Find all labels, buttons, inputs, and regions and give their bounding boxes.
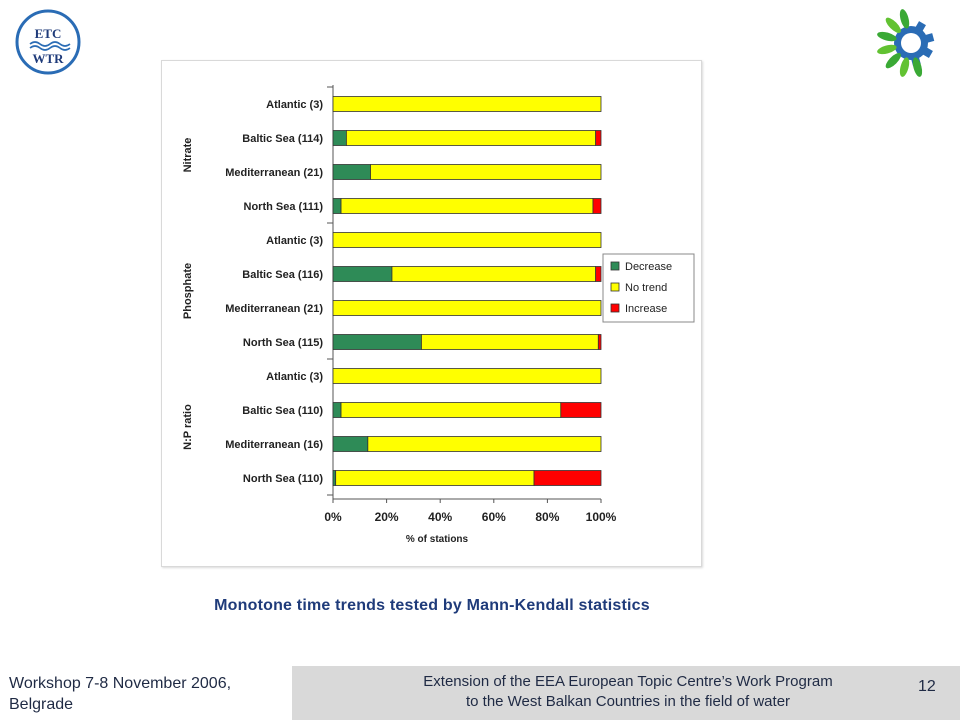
x-tick-label: 100% (586, 510, 617, 524)
group-label: Nitrate (182, 138, 194, 173)
bar-decrease (332, 266, 393, 282)
category-label: Atlantic (3) (266, 235, 323, 247)
category-label: Baltic Sea (110) (242, 405, 323, 417)
bar-no-trend (367, 436, 602, 452)
etc-wtr-logo: ETC WTR (15, 9, 81, 75)
bar-no-trend (340, 402, 562, 418)
bar-decrease (332, 470, 337, 486)
legend-swatch-decrease (610, 261, 620, 271)
category-label: Atlantic (3) (266, 99, 323, 111)
bar-no-trend (332, 368, 602, 384)
legend-swatch-no-trend (610, 282, 620, 292)
bar-increase (597, 334, 602, 350)
bar-no-trend (370, 164, 602, 180)
logo-text-bottom: WTR (32, 51, 64, 66)
bar-no-trend (421, 334, 599, 350)
category-label: Atlantic (3) (266, 371, 323, 383)
footer-left-panel (0, 666, 292, 720)
slide-caption: Monotone time trends tested by Mann-Kend… (214, 597, 650, 614)
category-label: North Sea (110) (243, 473, 323, 485)
bar-decrease (332, 164, 371, 180)
bar-increase (592, 198, 602, 214)
footer: Workshop 7-8 November 2006, Belgrade Ext… (0, 666, 960, 720)
bar-no-trend (335, 470, 535, 486)
x-tick-label: 60% (482, 510, 506, 524)
chart-panel: Atlantic (3) Baltic Sea (114) Mediterranea… (161, 60, 702, 567)
x-tick-label: 80% (535, 510, 559, 524)
category-label: North Sea (111) (244, 201, 324, 213)
bar-no-trend (340, 198, 594, 214)
footer-center-line1: Extension of the EEA European Topic Cent… (423, 673, 833, 690)
footer-workshop-info: Workshop 7-8 November 2006, Belgrade (9, 673, 289, 715)
page-number: 12 (918, 678, 936, 695)
category-label: North Sea (115) (243, 337, 323, 349)
logo-text-top: ETC (35, 26, 62, 41)
bar-increase (533, 470, 602, 486)
category-label: Mediterranean (21) (225, 303, 323, 315)
footer-center-line2: to the West Balkan Countries in the fiel… (465, 693, 791, 710)
x-axis-title: % of stations (406, 534, 469, 545)
group-label: N:P ratio (182, 404, 194, 450)
bar-no-trend (345, 130, 597, 146)
bar-decrease (332, 402, 342, 418)
bar-decrease (332, 334, 422, 350)
bar-decrease (332, 436, 369, 452)
stacked-bar-chart: Atlantic (3) Baltic Sea (114) Mediterranea… (182, 85, 695, 545)
bar-decrease (332, 130, 347, 146)
footer-left-line1: Workshop 7-8 November 2006, (9, 675, 232, 692)
legend-label: Decrease (625, 261, 672, 273)
bar-no-trend (332, 96, 602, 112)
legend-swatch-increase (610, 303, 620, 313)
bar-no-trend (332, 300, 602, 316)
bar-increase (595, 266, 602, 282)
bar-decrease (332, 198, 342, 214)
bar-increase (595, 130, 602, 146)
category-label: Baltic Sea (116) (242, 269, 323, 281)
bar-no-trend (332, 232, 602, 248)
legend-label: No trend (625, 282, 667, 294)
x-tick-label: 20% (375, 510, 399, 524)
bar-increase (560, 402, 602, 418)
category-label: Baltic Sea (114) (242, 133, 323, 145)
bar-no-trend (391, 266, 597, 282)
category-label: Mediterranean (21) (225, 167, 323, 179)
group-label: Phosphate (182, 263, 194, 319)
x-tick-label: 0% (324, 510, 342, 524)
legend-label: Increase (625, 303, 667, 315)
footer-left-line2: Belgrade (9, 696, 74, 713)
x-tick-label: 40% (428, 510, 452, 524)
category-label: Mediterranean (16) (225, 439, 323, 451)
footer-program-info: Extension of the EEA European Topic Cent… (350, 672, 906, 712)
eea-leaf-gear-logo (877, 9, 935, 77)
